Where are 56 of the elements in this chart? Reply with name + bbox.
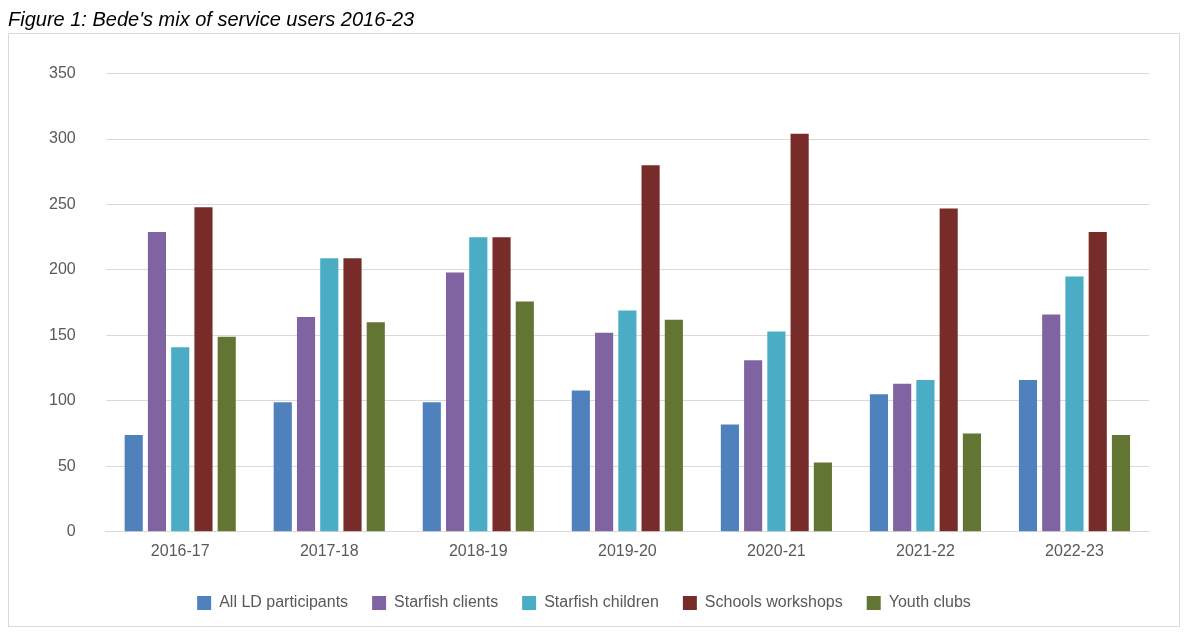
x-tick-label: 2016-17: [150, 541, 210, 559]
x-tick-label: 2019-20: [597, 541, 657, 559]
x-tick-label: 2022-23: [1045, 541, 1104, 559]
bar: [618, 310, 637, 532]
bar: [1088, 232, 1107, 532]
bar: [790, 133, 809, 532]
x-tick-label: 2018-19: [448, 541, 508, 559]
bar: [869, 394, 888, 532]
bar: [217, 336, 236, 532]
bar: [296, 317, 316, 532]
bar: [515, 301, 534, 532]
bar: [147, 232, 167, 532]
bar: [445, 272, 465, 532]
x-tick-label: 2020-21: [747, 541, 806, 559]
bar: [939, 208, 958, 532]
y-tick-label: 350: [48, 64, 76, 82]
bar: [664, 319, 683, 532]
legend-label: Schools workshops: [704, 593, 843, 611]
bar: [1065, 276, 1084, 532]
bar: [916, 379, 935, 532]
bar: [720, 424, 739, 532]
y-tick-label: 0: [66, 522, 76, 540]
legend-label: All LD participants: [219, 593, 349, 611]
bar: [469, 237, 488, 532]
bar: [767, 331, 786, 532]
bar: [171, 347, 190, 532]
bar: [1111, 434, 1131, 532]
y-tick-label: 200: [48, 260, 76, 278]
bar: [1018, 379, 1038, 532]
bar: [595, 332, 614, 532]
legend-label: Starfish children: [544, 593, 659, 611]
bar: [744, 360, 763, 532]
bar: [194, 207, 213, 532]
bar: [273, 402, 292, 532]
y-tick-label: 100: [48, 391, 76, 409]
bar: [893, 383, 912, 532]
bar: [813, 462, 832, 532]
bar: [571, 390, 590, 532]
bar: [320, 258, 339, 532]
y-tick-label: 300: [48, 129, 76, 147]
x-tick-label: 2021-22: [896, 541, 955, 559]
bar: [124, 434, 143, 532]
bar: [641, 165, 660, 532]
x-tick-label: 2017-18: [299, 541, 359, 559]
bar: [422, 402, 441, 532]
bar: [1042, 314, 1061, 532]
y-tick-label: 150: [48, 325, 76, 343]
bar: [492, 237, 511, 532]
bar: [343, 258, 362, 532]
bar: [962, 433, 981, 532]
y-tick-label: 250: [48, 194, 76, 212]
chart-title: Figure 1: Bede's mix of service users 2016-23: [8, 8, 416, 31]
legend-label: Starfish clients: [394, 593, 499, 611]
legend-label: Youth clubs: [888, 593, 971, 611]
y-tick-label: 50: [57, 456, 76, 474]
bar: [366, 322, 385, 532]
